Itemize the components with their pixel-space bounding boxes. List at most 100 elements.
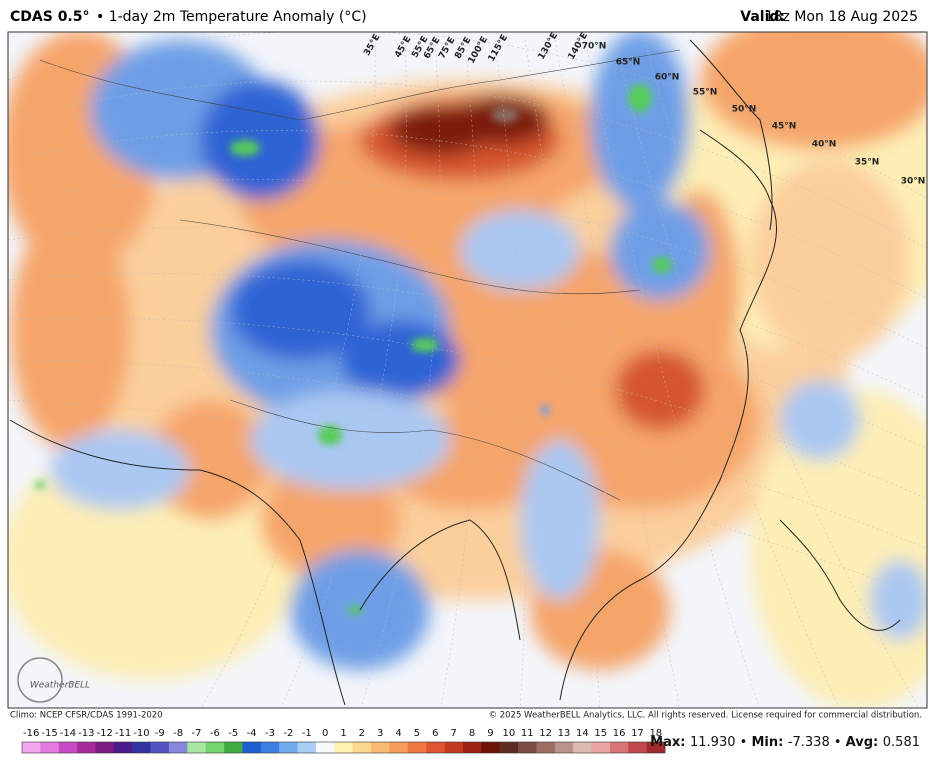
anomaly-blob bbox=[700, 32, 927, 150]
colorbar-swatch bbox=[40, 742, 60, 753]
meridian bbox=[614, 39, 840, 708]
colorbar-label: -14 bbox=[60, 728, 76, 739]
colorbar-label: 7 bbox=[451, 728, 457, 739]
coastline bbox=[9, 419, 346, 706]
colorbar-swatch bbox=[168, 742, 188, 753]
colorbar-label: -3 bbox=[265, 728, 275, 739]
colorbar-label: 1 bbox=[340, 728, 346, 739]
anomaly-blob bbox=[750, 160, 910, 360]
colorbar-label: -9 bbox=[155, 728, 165, 739]
stat-label: Min: bbox=[751, 735, 787, 750]
colorbar-swatch bbox=[352, 742, 372, 753]
anomaly-blob bbox=[10, 210, 130, 450]
graticule bbox=[8, 32, 927, 708]
colorbar-label: -7 bbox=[192, 728, 202, 739]
meridian bbox=[644, 39, 920, 708]
colorbar-swatch bbox=[591, 742, 611, 753]
stat-label: Max: bbox=[650, 735, 690, 750]
anomaly-field bbox=[8, 32, 927, 708]
stat-value: 11.930 bbox=[690, 735, 736, 750]
latitude-label: 60°N bbox=[655, 73, 680, 83]
parallel bbox=[8, 130, 927, 299]
colorbar-swatch bbox=[224, 742, 243, 753]
anomaly-blob bbox=[520, 440, 600, 600]
climo-note: Climo: NCEP CFSR/CDAS 1991-2020 bbox=[10, 711, 163, 721]
colorbar-swatch bbox=[536, 742, 556, 753]
separator: • bbox=[736, 735, 752, 750]
colorbar-label: 9 bbox=[487, 728, 493, 739]
stats-line: Max: 11.930 • Min: -7.338 • Avg: 0.581 bbox=[650, 735, 920, 750]
parallel bbox=[8, 80, 927, 249]
anomaly-blob bbox=[340, 320, 460, 400]
colorbar-label: -11 bbox=[115, 728, 131, 739]
colorbar-label: 12 bbox=[539, 728, 552, 739]
anomaly-spot bbox=[628, 84, 652, 112]
anomaly-blob bbox=[200, 80, 320, 200]
colorbar-swatch bbox=[260, 742, 280, 753]
colorbar-label: -13 bbox=[78, 728, 94, 739]
colorbar-swatch bbox=[462, 742, 482, 753]
map-title: • 1-day 2m Temperature Anomaly (°C) bbox=[96, 9, 367, 25]
anomaly-blob bbox=[230, 260, 370, 360]
parallel bbox=[8, 179, 927, 349]
colorbar-label: 5 bbox=[414, 728, 420, 739]
latitude-label: 50°N bbox=[732, 105, 757, 115]
meridian bbox=[360, 39, 441, 708]
colorbar-label: -10 bbox=[133, 728, 149, 739]
colorbar-swatch bbox=[389, 742, 409, 753]
anomaly-blob bbox=[590, 32, 690, 210]
anomaly-blob bbox=[610, 200, 710, 300]
parallel bbox=[8, 226, 927, 399]
logo: WeatherBELL bbox=[30, 681, 90, 691]
meridian bbox=[584, 39, 760, 708]
colorbar-swatch bbox=[205, 742, 225, 753]
anomaly-spot bbox=[347, 606, 363, 614]
stat-value: -7.338 bbox=[788, 735, 830, 750]
colorbar-swatch bbox=[113, 742, 133, 753]
colorbar-swatch bbox=[499, 742, 519, 753]
colorbar-label: -15 bbox=[41, 728, 57, 739]
coastline bbox=[779, 519, 901, 631]
colorbar: -16 -15 -14 -13 -12 -11 -10 -9 -8 -7 -6 -5 -4 -3 -2 -1 0… bbox=[21, 728, 666, 754]
latitude-label: 40°N bbox=[812, 140, 837, 150]
anomaly-spot bbox=[318, 425, 342, 445]
colorbar-label: -6 bbox=[210, 728, 220, 739]
colorbar-swatch bbox=[150, 742, 170, 753]
colorbar-label: 14 bbox=[576, 728, 589, 739]
separator: • bbox=[830, 735, 846, 750]
parallel bbox=[8, 399, 927, 600]
colorbar-label: -12 bbox=[96, 728, 112, 739]
colorbar-label: 18 bbox=[649, 728, 662, 739]
colorbar-swatch bbox=[132, 742, 151, 753]
anomaly-blob bbox=[50, 430, 190, 510]
logo-ring bbox=[17, 657, 63, 703]
meridian bbox=[494, 39, 527, 708]
anomaly-spots bbox=[35, 84, 672, 614]
colorbar-swatch bbox=[518, 742, 537, 753]
colorbar-swatch bbox=[95, 742, 115, 753]
colorbar-swatch bbox=[444, 742, 464, 753]
colorbar-swatch bbox=[481, 742, 500, 753]
meridian bbox=[524, 39, 601, 708]
colorbar-swatch bbox=[58, 742, 78, 753]
colorbar-swatch bbox=[426, 742, 445, 753]
colorbar-swatch bbox=[554, 742, 574, 753]
colorbar-swatch bbox=[407, 742, 427, 753]
colorbar-swatch bbox=[609, 742, 629, 753]
colorbar-label: 11 bbox=[521, 728, 534, 739]
latitude-label: 45°N bbox=[772, 122, 797, 132]
meridian bbox=[554, 39, 680, 708]
colorbar-label: 8 bbox=[469, 728, 475, 739]
colorbar-label: -16 bbox=[23, 728, 39, 739]
coastline bbox=[559, 129, 778, 701]
colorbar-label: 13 bbox=[558, 728, 571, 739]
anomaly-spot bbox=[230, 140, 260, 156]
anomaly-blob bbox=[780, 380, 860, 460]
meridian bbox=[280, 39, 407, 708]
colorbar-label: 10 bbox=[502, 728, 515, 739]
latitude-label: 65°N bbox=[616, 58, 641, 68]
anomaly-spot bbox=[35, 481, 45, 489]
colorbar-swatch bbox=[187, 742, 207, 753]
colorbar-swatch bbox=[334, 742, 353, 753]
